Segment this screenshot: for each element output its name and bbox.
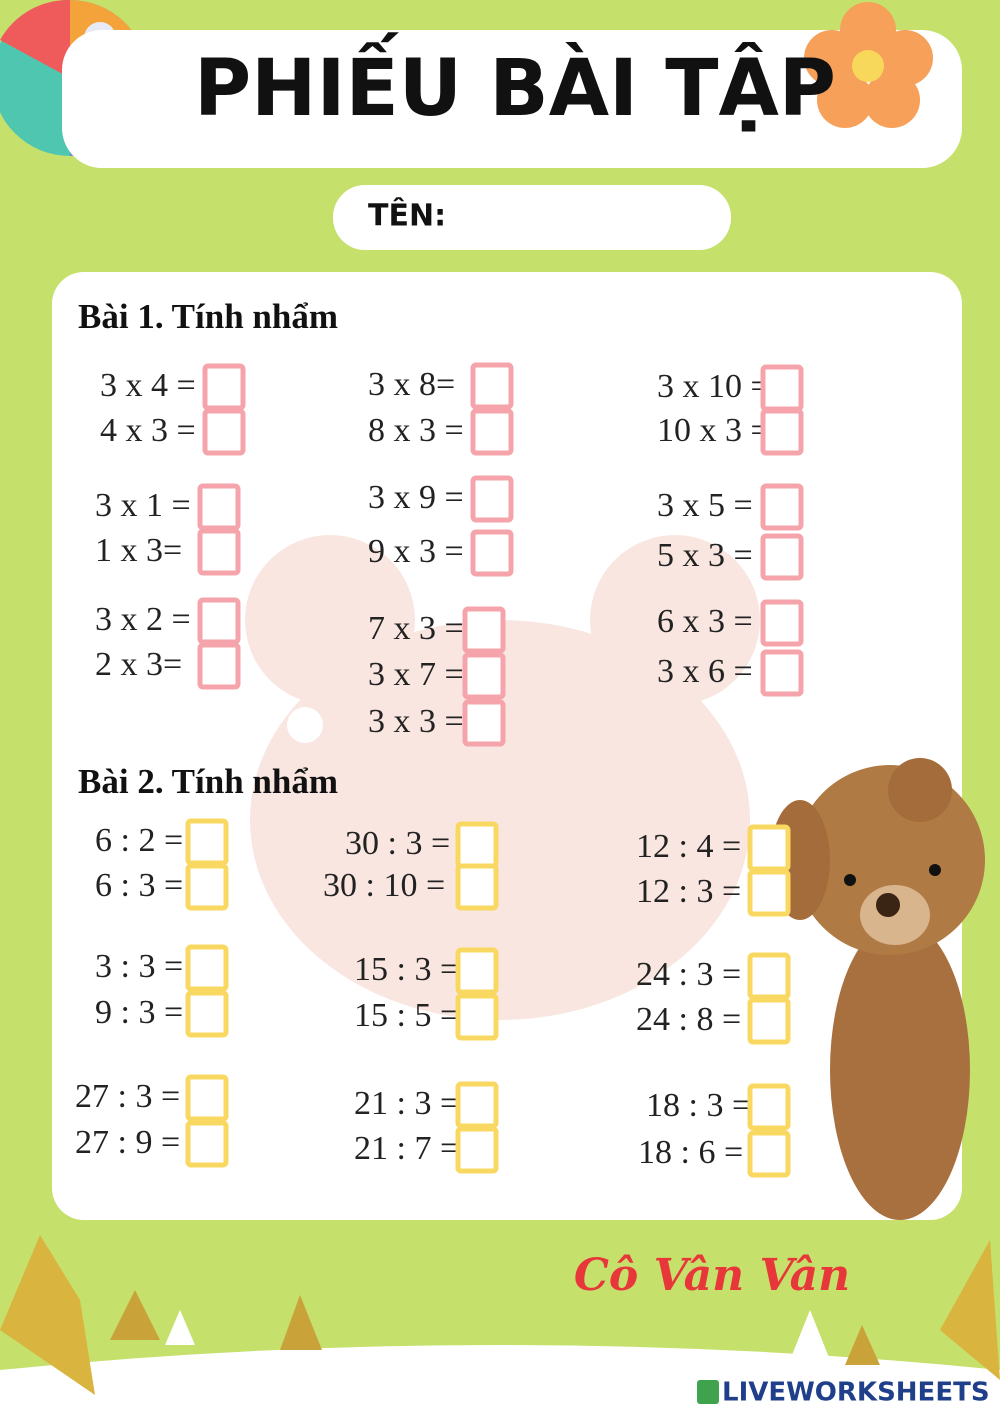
problem: 18 : 3 = bbox=[646, 1087, 751, 1124]
answer-box[interactable] bbox=[185, 863, 229, 911]
problem: 3 x 8= bbox=[368, 366, 455, 403]
section-title: Bài 1. Tính nhẩm bbox=[78, 297, 338, 336]
problem: 3 x 6 = bbox=[657, 653, 753, 690]
answer-box[interactable] bbox=[760, 483, 804, 531]
answer-box[interactable] bbox=[747, 824, 791, 872]
answer-box[interactable] bbox=[202, 363, 246, 411]
answer-box[interactable] bbox=[747, 997, 791, 1045]
problem: 27 : 9 = bbox=[75, 1124, 180, 1161]
problem: 2 x 3= bbox=[95, 646, 182, 683]
answer-box[interactable] bbox=[185, 944, 229, 992]
problem: 15 : 5 = bbox=[354, 997, 459, 1034]
problem: 6 x 3 = bbox=[657, 603, 753, 640]
problem: 3 x 7 = bbox=[368, 656, 464, 693]
problem: 3 x 9 = bbox=[368, 479, 464, 516]
answer-box[interactable] bbox=[455, 1126, 499, 1174]
problem: 21 : 3 = bbox=[354, 1085, 459, 1122]
problem: 15 : 3 = bbox=[354, 951, 459, 988]
problem: 6 : 2 = bbox=[95, 822, 183, 859]
problem: 12 : 3 = bbox=[636, 873, 741, 910]
problem: 3 x 1 = bbox=[95, 487, 191, 524]
problem: 9 x 3 = bbox=[368, 533, 464, 570]
answer-box[interactable] bbox=[747, 1130, 791, 1178]
answer-box[interactable] bbox=[760, 649, 804, 697]
answer-box[interactable] bbox=[185, 818, 229, 866]
problem: 1 x 3= bbox=[95, 532, 182, 569]
answer-box[interactable] bbox=[185, 1074, 229, 1122]
answer-box[interactable] bbox=[455, 947, 499, 995]
footer-decoration bbox=[0, 1235, 1000, 1414]
problem: 3 x 2 = bbox=[95, 601, 191, 638]
answer-box[interactable] bbox=[185, 990, 229, 1038]
problem: 10 x 3 = bbox=[657, 412, 770, 449]
problem: 4 x 3 = bbox=[100, 412, 196, 449]
answer-box[interactable] bbox=[455, 821, 499, 869]
answer-box[interactable] bbox=[197, 528, 241, 576]
problem: 5 x 3 = bbox=[657, 537, 753, 574]
problem: 6 : 3 = bbox=[95, 867, 183, 904]
answer-box[interactable] bbox=[470, 475, 514, 523]
problem: 7 x 3 = bbox=[368, 610, 464, 647]
problem: 12 : 4 = bbox=[636, 828, 741, 865]
answer-box[interactable] bbox=[747, 1083, 791, 1131]
problem: 21 : 7 = bbox=[354, 1130, 459, 1167]
problem: 3 x 5 = bbox=[657, 487, 753, 524]
problem: 8 x 3 = bbox=[368, 412, 464, 449]
problem: 18 : 6 = bbox=[638, 1134, 743, 1171]
problem: 3 : 3 = bbox=[95, 948, 183, 985]
answer-box[interactable] bbox=[197, 597, 241, 645]
answer-box[interactable] bbox=[462, 699, 506, 747]
answer-box[interactable] bbox=[455, 1081, 499, 1129]
answer-box[interactable] bbox=[760, 599, 804, 647]
brand: LIVEWORKSHEETS bbox=[722, 1378, 990, 1408]
answer-box[interactable] bbox=[747, 952, 791, 1000]
answer-box[interactable] bbox=[760, 364, 804, 412]
answer-box[interactable] bbox=[455, 993, 499, 1041]
answer-box[interactable] bbox=[747, 869, 791, 917]
answer-box[interactable] bbox=[470, 529, 514, 577]
flower-decoration bbox=[804, 2, 933, 128]
answer-box[interactable] bbox=[197, 483, 241, 531]
section-title: Bài 2. Tính nhẩm bbox=[78, 762, 338, 801]
problem: 9 : 3 = bbox=[95, 994, 183, 1031]
problem: 3 x 3 = bbox=[368, 703, 464, 740]
problem: 30 : 10 = bbox=[323, 867, 445, 904]
brand-logo bbox=[697, 1380, 719, 1404]
problem: 24 : 8 = bbox=[636, 1001, 741, 1038]
name-label: TÊN: bbox=[368, 198, 446, 234]
problem: 3 x 4 = bbox=[100, 367, 196, 404]
answer-box[interactable] bbox=[462, 606, 506, 654]
problem: 3 x 10 = bbox=[657, 368, 770, 405]
answer-box[interactable] bbox=[455, 863, 499, 911]
exercises: Bài 1. Tính nhẩm 3 x 4 = 4 x 3 = 3 x 1 = 1 x… bbox=[75, 297, 804, 1178]
name-field[interactable] bbox=[333, 185, 731, 250]
title: PHIẾU BÀI TẬP bbox=[194, 32, 836, 134]
answer-box[interactable] bbox=[760, 533, 804, 581]
problem: 30 : 3 = bbox=[345, 825, 450, 862]
problem: 27 : 3 = bbox=[75, 1078, 180, 1115]
answer-box[interactable] bbox=[202, 408, 246, 456]
answer-box[interactable] bbox=[760, 408, 804, 456]
answer-box[interactable] bbox=[470, 362, 514, 410]
problem: 24 : 3 = bbox=[636, 956, 741, 993]
answer-box[interactable] bbox=[185, 1120, 229, 1168]
author: Cô Vân Vân bbox=[574, 1250, 850, 1301]
bear-watermark bbox=[245, 535, 760, 1020]
answer-box[interactable] bbox=[197, 642, 241, 690]
title-banner bbox=[62, 30, 962, 168]
answer-box[interactable] bbox=[462, 652, 506, 700]
answer-box[interactable] bbox=[470, 408, 514, 456]
